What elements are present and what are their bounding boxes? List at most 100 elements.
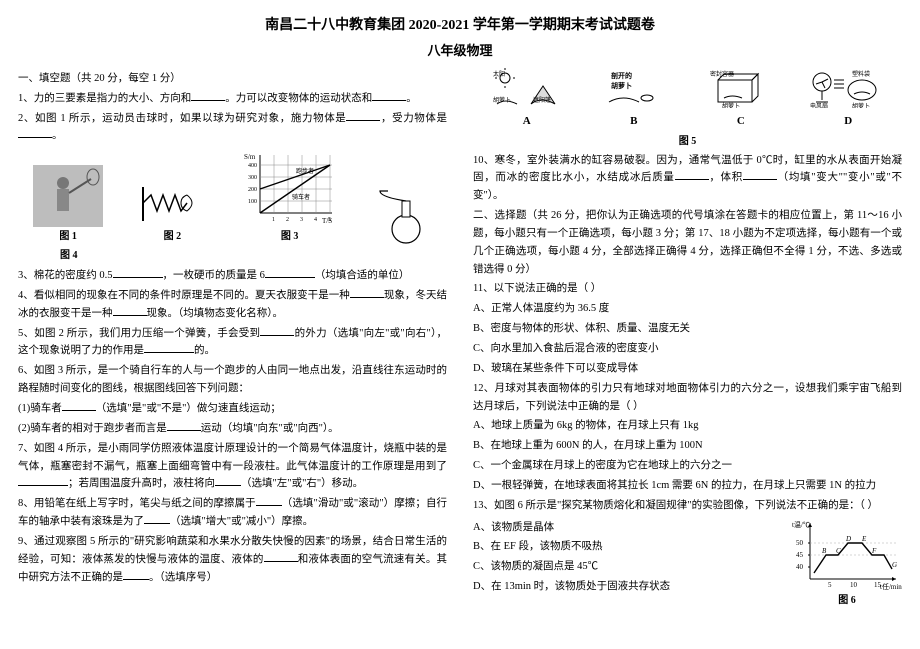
svg-text:太阳: 太阳 bbox=[493, 70, 505, 78]
blank bbox=[260, 325, 294, 336]
q10-b: ，体积 bbox=[709, 172, 743, 183]
q11-opt-a: A、正常人体温度约为 36.5 度 bbox=[473, 300, 902, 318]
blank bbox=[743, 169, 777, 180]
svg-text:骑车者: 骑车者 bbox=[292, 193, 310, 201]
blank bbox=[144, 513, 170, 524]
q6-2a: (2)骑车者的相对于跑步者而言是 bbox=[18, 423, 167, 434]
q2-text-b: ，受力物体是 bbox=[380, 113, 447, 124]
q9-c: 。（选填序号） bbox=[149, 572, 217, 583]
spring-icon bbox=[137, 181, 207, 227]
svg-text:剖开的: 剖开的 bbox=[611, 71, 632, 80]
blank bbox=[18, 475, 68, 486]
svg-text:胡萝卜: 胡萝卜 bbox=[493, 96, 511, 104]
distance-time-chart: S/m T/S 100 200 300 400 1 bbox=[242, 149, 338, 227]
svg-text:3: 3 bbox=[300, 217, 303, 223]
blank bbox=[62, 400, 96, 411]
q5-c: 的。 bbox=[194, 345, 215, 356]
figure-5a: 太阳 胡萝卜 遮阳篷 bbox=[491, 68, 563, 108]
blank bbox=[350, 287, 384, 298]
q12-opt-d: D、一根轻弹簧，在地球表面将其拉长 1cm 需要 6N 的拉力，在月球上只需要 … bbox=[473, 477, 902, 495]
question-11: 11、以下说法正确的是（ ） bbox=[473, 280, 902, 298]
svg-text:5: 5 bbox=[828, 581, 832, 589]
q1-text-a: 1、力的三要素是指力的大小、方向和 bbox=[18, 93, 191, 104]
svg-text:t任/min: t任/min bbox=[880, 582, 902, 591]
q13-opt-a: A、该物质是晶体 bbox=[473, 519, 784, 537]
svg-text:100: 100 bbox=[248, 199, 257, 205]
page-subtitle: 八年级物理 bbox=[18, 40, 902, 62]
q1-text-c: 。 bbox=[406, 93, 417, 104]
blank bbox=[18, 127, 52, 138]
q7-b: ；若周围温度升高时，液柱将向 bbox=[68, 478, 215, 489]
svg-text:E: E bbox=[861, 535, 867, 543]
content-columns: 一、填空题（共 20 分，每空 1 分） 1、力的三要素是指力的大小、方向和。力… bbox=[18, 68, 902, 628]
q8-c: （选填"增大"或"减小"）摩擦。 bbox=[170, 516, 313, 527]
blank bbox=[265, 267, 315, 278]
blank bbox=[113, 305, 147, 316]
question-12: 12、月球对其表面物体的引力只有地球对地面物体引力的六分之一，设想我们乘宇宙飞船… bbox=[473, 380, 902, 416]
svg-text:400: 400 bbox=[248, 163, 257, 169]
q3-a: 3、棉花的密度约 0.5 bbox=[18, 270, 113, 281]
figure-6: t温/℃ t任/min 40 45 50 5 10 15 bbox=[792, 517, 902, 609]
question-13: 13、如图 6 所示是"探究某物质熔化和凝固规律"的实验图像，下列说法不正确的是… bbox=[473, 497, 902, 515]
svg-text:胡萝卜: 胡萝卜 bbox=[722, 102, 740, 108]
svg-text:遮阳篷: 遮阳篷 bbox=[533, 96, 551, 104]
question-3: 3、棉花的密度约 0.5，一枚硬币的质量是 6（均填合适的单位） bbox=[18, 267, 447, 285]
svg-text:10: 10 bbox=[850, 581, 858, 589]
blank bbox=[215, 475, 241, 486]
svg-text:电风扇: 电风扇 bbox=[810, 102, 828, 108]
svg-text:45: 45 bbox=[796, 551, 804, 559]
q11-opt-d: D、玻璃在某些条件下可以变成导体 bbox=[473, 360, 902, 378]
svg-text:15: 15 bbox=[874, 581, 882, 589]
opt-d: D bbox=[844, 112, 852, 131]
blank bbox=[167, 420, 201, 431]
question-1: 1、力的三要素是指力的大小、方向和 。力可以改变物体的运动状态和 。 bbox=[18, 90, 447, 108]
question-10: 10、寒冬，室外装满水的缸容易破裂。因为，通常气温低于 0℃时，缸里的水从表面开… bbox=[473, 152, 902, 206]
q6-1b: （选填"是"或"不是"）做匀速直线运动； bbox=[96, 403, 281, 414]
question-5: 5、如图 2 所示，我们用力压缩一个弹簧，手会受到的外力（选填"向左"或"向右"… bbox=[18, 325, 447, 361]
section-2-head: 二、选择题（共 26 分，把你认为正确选项的代号填涂在答题卡的相应位置上，第 1… bbox=[473, 207, 902, 278]
opt-a: A bbox=[523, 112, 531, 131]
blank bbox=[123, 569, 149, 580]
fig3-caption: 图 3 bbox=[281, 228, 299, 245]
q12-opt-a: A、地球上质量为 6kg 的物体，在月球上只有 1kg bbox=[473, 417, 902, 435]
q1-text-b: 。力可以改变物体的运动状态和 bbox=[225, 93, 372, 104]
tennis-player-icon bbox=[33, 165, 103, 227]
q4-c: 现象。（均填物态变化名称）。 bbox=[147, 308, 284, 319]
svg-text:G: G bbox=[892, 561, 897, 569]
blank bbox=[256, 495, 282, 506]
q11-opt-c: C、向水里加入食盐后混合液的密度变小 bbox=[473, 340, 902, 358]
opt-b: B bbox=[630, 112, 637, 131]
q5-a: 5、如图 2 所示，我们用力压缩一个弹簧，手会受到 bbox=[18, 328, 260, 339]
svg-text:S/m: S/m bbox=[244, 153, 256, 161]
svg-text:5: 5 bbox=[328, 217, 331, 223]
cut-carrot-icon: 剖开的 胡萝卜 bbox=[603, 68, 667, 108]
fig1-caption: 图 1 bbox=[59, 228, 77, 245]
q4-a: 4、看似相同的现象在不同的条件时原理是不同的。夏天衣服变干是一种 bbox=[18, 290, 350, 301]
q13-row: A、该物质是晶体 B、在 EF 段，该物质不吸热 C、该物质的凝固点是 45℃ … bbox=[473, 517, 902, 609]
fan-bag-icon: 电风扇 塑料袋 胡萝卜 bbox=[806, 68, 884, 108]
figure-5b: 剖开的 胡萝卜 bbox=[603, 68, 667, 108]
question-9: 9、通过观察图 5 所示的"研究影响蔬菜和水果水分散失快慢的因素"的场景，结合日… bbox=[18, 533, 447, 587]
svg-text:50: 50 bbox=[796, 539, 804, 547]
q6-2b: 运动（均填"向东"或"向西"）。 bbox=[201, 423, 339, 434]
figure-3-chart: S/m T/S 100 200 300 400 1 bbox=[242, 149, 338, 245]
question-6: 6、如图 3 所示，是一个骑自行车的人与一个跑步的人由同一地点出发，沿直线往东运… bbox=[18, 362, 447, 398]
figure-row-1: 图 1 图 2 S/m T/S bbox=[18, 149, 447, 245]
svg-text:40: 40 bbox=[796, 563, 804, 571]
figure-1: 图 1 bbox=[33, 165, 103, 245]
figure-4 bbox=[372, 183, 432, 245]
q7-c: （选填"左"或"右"）移动。 bbox=[241, 478, 363, 489]
q8-a: 8、用铅笔在纸上写字时，笔尖与纸之间的摩擦属于 bbox=[18, 498, 256, 509]
q2-text-c: 。 bbox=[52, 130, 63, 141]
q13-opt-d: D、在 13min 时，该物质处于固液共存状态 bbox=[473, 578, 784, 596]
q12-opt-b: B、在地球上重为 600N 的人，在月球上重为 100N bbox=[473, 437, 902, 455]
page-title: 南昌二十八中教育集团 2020-2021 学年第一学期期末考试试题卷 bbox=[18, 14, 902, 38]
figure-5d: 电风扇 塑料袋 胡萝卜 bbox=[806, 68, 884, 108]
blank bbox=[113, 267, 163, 278]
svg-text:300: 300 bbox=[248, 175, 257, 181]
q11-opt-b: B、密度与物体的形状、体积、质量、温度无关 bbox=[473, 320, 902, 338]
fig2-caption: 图 2 bbox=[164, 228, 182, 245]
blank bbox=[372, 90, 406, 101]
svg-text:胡萝卜: 胡萝卜 bbox=[611, 81, 632, 90]
figure-5c: 密封容器 胡萝卜 bbox=[706, 68, 766, 108]
